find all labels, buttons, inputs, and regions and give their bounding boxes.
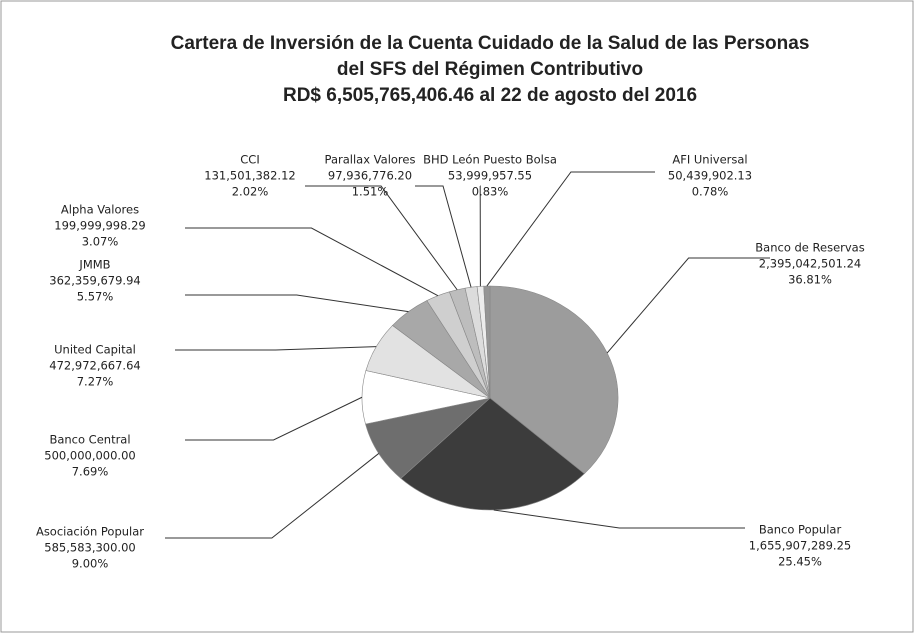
leader-line [486, 171, 655, 287]
amount-label: 500,000,000.00 [44, 449, 135, 463]
value-label: 3.07% [82, 235, 119, 249]
leader-line [185, 294, 409, 313]
amount-label: 53,999,957.55 [448, 169, 532, 183]
leader-line [305, 185, 458, 291]
leader-line [185, 227, 439, 297]
value-label: 1.51% [352, 185, 389, 199]
pie-slice [489, 285, 619, 475]
value-label: 0.78% [692, 185, 729, 199]
value-label: 0.83% [472, 185, 509, 199]
leader-line [185, 396, 363, 441]
slice-label: CCI [240, 153, 259, 167]
amount-label: 585,583,300.00 [44, 541, 135, 555]
slice-label: Banco de Reservas [755, 241, 864, 255]
chart-title: RD$ 6,505,765,406.46 al 22 de agosto del… [283, 85, 697, 106]
slice-label: AFI Universal [672, 153, 747, 167]
amount-label: 97,936,776.20 [328, 169, 412, 183]
value-label: 25.45% [778, 555, 822, 569]
slice-label: Parallax Valores [325, 153, 416, 167]
amount-label: 199,999,998.29 [54, 219, 145, 233]
value-label: 5.57% [77, 290, 114, 304]
chart-title: Cartera de Inversión de la Cuenta Cuidad… [171, 33, 810, 54]
chart-title: del SFS del Régimen Contributivo [337, 59, 643, 80]
pie-slice [400, 397, 585, 511]
slice-label: JMMB [78, 258, 110, 272]
value-label: 7.69% [72, 465, 109, 479]
leader-line [175, 346, 377, 351]
slice-label: United Capital [54, 343, 136, 357]
leader-line [493, 509, 745, 529]
amount-label: 50,439,902.13 [668, 169, 752, 183]
value-label: 9.00% [72, 557, 109, 571]
amount-label: 2,395,042,501.24 [759, 257, 861, 271]
amount-label: 362,359,679.94 [49, 274, 140, 288]
slice-label: Banco Popular [759, 523, 842, 537]
amount-label: 472,972,667.64 [49, 359, 140, 373]
amount-label: 1,655,907,289.25 [749, 539, 851, 553]
slice-label: Banco Central [49, 433, 130, 447]
value-label: 2.02% [232, 185, 269, 199]
value-label: 36.81% [788, 273, 832, 287]
slice-label: BHD León Puesto Bolsa [423, 153, 557, 167]
amount-label: 131,501,382.12 [204, 169, 295, 183]
slice-label: Asociación Popular [36, 525, 144, 539]
slice-label: Alpha Valores [61, 203, 139, 217]
leader-line [165, 453, 380, 539]
leader-line [415, 185, 472, 288]
value-label: 7.27% [77, 375, 114, 389]
leader-line [606, 257, 770, 354]
